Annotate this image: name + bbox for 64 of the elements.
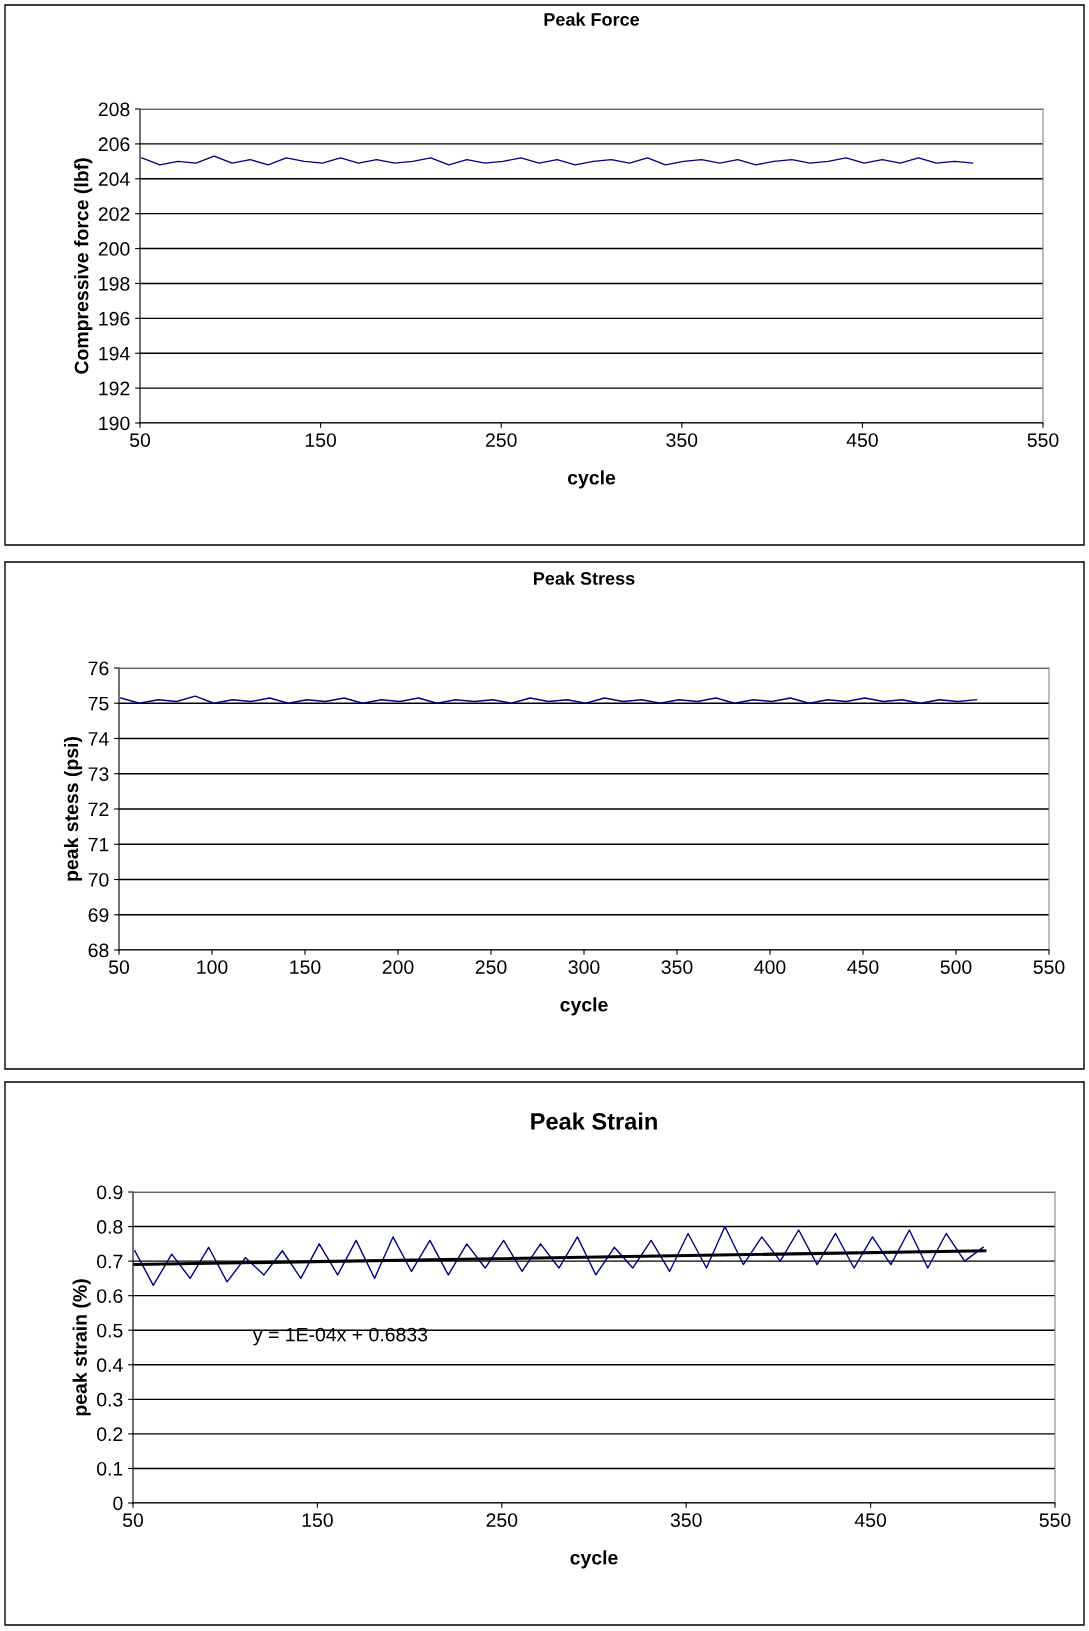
y-tick-label: 208 [98, 102, 130, 117]
x-tick-label: 50 [108, 960, 130, 974]
chart-title: Peak Force [544, 12, 640, 26]
y-tick-label: 0.6 [97, 1289, 123, 1303]
x-tick-label: 200 [382, 960, 414, 974]
x-tick-label: 100 [197, 960, 228, 974]
x-tick-label: 550 [1027, 433, 1059, 447]
y-tick-label: 0.4 [97, 1358, 123, 1373]
y-tick-label: 206 [98, 137, 130, 152]
y-tick-label: 74 [88, 732, 109, 746]
x-tick-label: 250 [486, 1513, 518, 1527]
x-tick-label: 450 [854, 1513, 887, 1527]
x-tick-label: 150 [305, 433, 337, 447]
x-tick-label: 50 [129, 433, 151, 447]
x-tick-label: 250 [475, 960, 507, 974]
y-axis-title: Compressive force (lbf) [74, 158, 93, 374]
y-tick-label: 190 [99, 416, 130, 431]
y-tick-label: 0.7 [97, 1254, 123, 1269]
y-tick-label: 196 [99, 311, 130, 326]
x-axis-title: cycle [560, 997, 608, 1016]
y-tick-label: 0.8 [97, 1220, 123, 1234]
y-tick-label: 204 [98, 172, 130, 187]
y-tick-label: 0.2 [97, 1427, 123, 1442]
x-tick-label: 350 [670, 1513, 702, 1527]
x-tick-label: 550 [1039, 1513, 1071, 1527]
line-series [134, 1225, 984, 1286]
x-tick-label: 300 [568, 960, 600, 974]
x-axis-title: cycle [567, 470, 616, 489]
y-axis-title: peak strain (%) [72, 1279, 91, 1416]
line-series [141, 155, 974, 166]
x-tick-label: 350 [666, 433, 698, 447]
line-series [120, 695, 978, 704]
y-tick-label: 72 [88, 802, 109, 817]
y-tick-label: 198 [99, 276, 130, 291]
y-tick-label: 70 [88, 872, 109, 887]
y-tick-label: 0 [113, 1496, 123, 1511]
y-tick-label: 73 [88, 767, 109, 781]
x-tick-label: 400 [754, 960, 786, 974]
x-tick-label: 450 [846, 433, 878, 447]
y-tick-label: 68 [88, 943, 109, 958]
x-tick-label: 350 [661, 960, 693, 974]
y-tick-label: 194 [99, 346, 130, 361]
x-tick-label: 150 [290, 960, 321, 974]
x-tick-label: 550 [1033, 960, 1065, 974]
x-tick-label: 500 [940, 960, 972, 974]
chart-title: Peak Stress [534, 571, 635, 585]
x-tick-label: 150 [302, 1513, 333, 1527]
y-tick-label: 202 [98, 207, 130, 221]
y-tick-label: 192 [99, 381, 130, 396]
x-tick-label: 250 [485, 433, 517, 447]
y-tick-label: 0.9 [97, 1185, 123, 1200]
y-tick-label: 0.5 [97, 1323, 123, 1338]
x-axis-title: cycle [570, 1550, 618, 1569]
y-tick-label: 71 [88, 837, 109, 852]
chart-title: Peak Strain [531, 1112, 657, 1130]
y-tick-label: 76 [88, 661, 109, 676]
x-tick-label: 50 [122, 1513, 144, 1527]
y-tick-label: 200 [98, 242, 130, 256]
y-tick-label: 0.3 [97, 1392, 123, 1407]
y-axis-title: peak stess (psi) [63, 737, 83, 881]
y-tick-label: 0.1 [97, 1461, 123, 1476]
y-tick-label: 75 [88, 696, 109, 711]
x-tick-label: 450 [847, 960, 879, 974]
y-tick-label: 69 [88, 908, 109, 922]
